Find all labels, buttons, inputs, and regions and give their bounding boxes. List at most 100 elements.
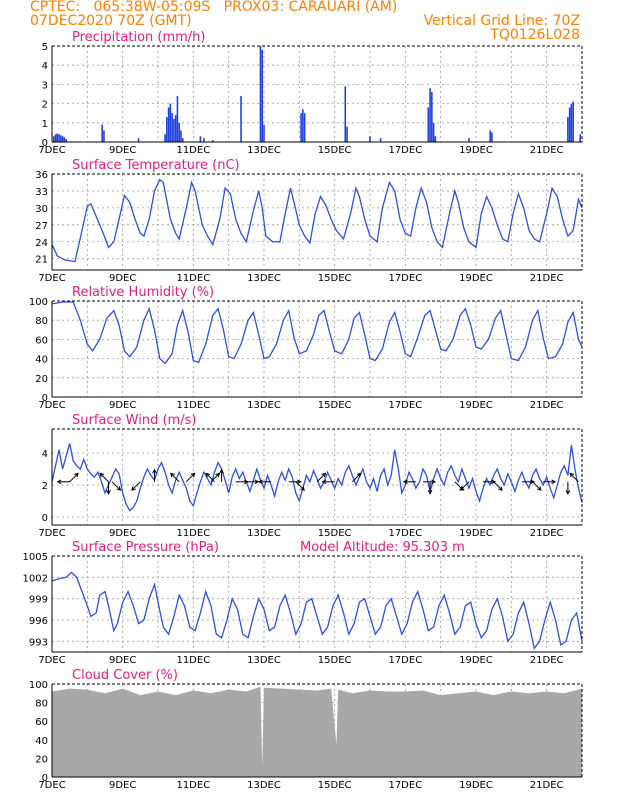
wind-vector-arrow <box>493 481 503 491</box>
precipitation-bar <box>52 136 55 142</box>
precipitation-bar <box>344 86 347 142</box>
cloud-cover-panel: Cloud Cover (%) 0 20 40 60 80 100 7DEC 9DEC 11DEC… <box>29 668 583 791</box>
wind-panel: Surface Wind (m/s) 0 2 4 7DEC 9DEC 11DEC 13DEC 1… <box>38 413 583 539</box>
pressure-y-tick-label: 996 <box>29 616 48 627</box>
wind-x-tick-label: 21DEC <box>530 528 564 539</box>
precipitation-bar <box>178 122 180 142</box>
wind-vector-arrowhead <box>491 479 497 485</box>
precipitation-bar <box>60 135 62 142</box>
header-date-line: 07DEC2020 70Z (GMT) <box>30 13 192 29</box>
wind-x-tick-label: 9DEC <box>109 528 136 539</box>
wind-x-tick-label: 13DEC <box>247 528 281 539</box>
temperature-series-line <box>51 178 583 263</box>
temperature-y-tick-label: 36 <box>35 170 48 181</box>
precipitation-bar <box>434 136 437 142</box>
cloud-cover-x-tick-label: 11DEC <box>176 780 210 791</box>
wind-vector-arrowhead <box>170 472 175 478</box>
pressure-x-tick-label: 19DEC <box>459 655 493 666</box>
precipitation-bar <box>491 132 493 142</box>
wind-vector-arrow <box>532 481 542 491</box>
header-code: TQ0126L028 <box>490 27 580 43</box>
pressure-y-tick-label: 993 <box>29 637 48 648</box>
humidity-title: Relative Humidity (%) <box>72 285 214 300</box>
precipitation-bar <box>137 138 140 142</box>
precipitation-x-tick-label: 15DEC <box>318 145 352 156</box>
precipitation-y-tick-label: 0 <box>42 138 48 149</box>
precipitation-bar <box>263 124 265 142</box>
humidity-x-tick-label: 9DEC <box>109 400 136 411</box>
wind-vector-arrowhead <box>205 472 211 478</box>
wind-vector-arrowhead <box>56 479 62 485</box>
humidity-y-tick-label: 40 <box>35 355 48 366</box>
wind-vector-arrow <box>131 481 141 491</box>
wind-vector-arrowhead <box>300 486 305 491</box>
precipitation-bar <box>240 95 242 142</box>
wind-vector-arrow <box>170 473 180 483</box>
cloud-cover-x-tick-label: 21DEC <box>530 780 564 791</box>
header-grid-line-note: Vertical Grid Line: 70Z <box>423 13 580 29</box>
cloud-cover-y-tick-label: 20 <box>35 754 48 765</box>
precipitation-bar <box>103 130 105 142</box>
precipitation-bar <box>174 115 177 142</box>
cloud-cover-y-tick-label: 60 <box>35 717 48 728</box>
precipitation-bar <box>56 133 59 142</box>
precipitation-bar <box>431 92 433 142</box>
precipitation-y-tick-label: 2 <box>42 100 48 111</box>
wind-y-tick-label: 0 <box>42 513 48 524</box>
wind-vector-arrowhead <box>569 472 575 478</box>
wind-vector-arrowhead <box>106 490 111 495</box>
wind-y-tick-label: 2 <box>42 481 48 492</box>
cloud-cover-y-tick-label: 100 <box>29 680 48 691</box>
wind-vector-arrowhead <box>116 486 122 491</box>
temperature-y-tick-label: 33 <box>35 187 48 198</box>
precipitation-x-tick-label: 19DEC <box>459 145 493 156</box>
humidity-y-tick-label: 0 <box>42 393 48 404</box>
precipitation-bar <box>176 95 179 142</box>
precipitation-bar <box>211 140 214 142</box>
humidity-x-tick-label: 21DEC <box>530 400 564 411</box>
wind-vector-arrowhead <box>152 468 157 474</box>
cloud-cover-title: Cloud Cover (%) <box>72 668 178 683</box>
wind-x-tick-label: 11DEC <box>176 528 210 539</box>
wind-vector-arrowhead <box>74 472 79 478</box>
temperature-y-tick-label: 27 <box>35 221 48 232</box>
wind-title: Surface Wind (m/s) <box>72 413 196 428</box>
precipitation-bar <box>171 113 173 142</box>
precipitation-bar <box>180 130 182 142</box>
pressure-x-tick-label: 11DEC <box>176 655 210 666</box>
humidity-x-tick-label: 13DEC <box>247 400 281 411</box>
precipitation-bar <box>568 107 571 142</box>
wind-x-tick-label: 15DEC <box>318 528 352 539</box>
precipitation-bar <box>167 107 170 142</box>
cloud-cover-x-tick-label: 9DEC <box>109 780 136 791</box>
temperature-x-tick-label: 13DEC <box>247 273 281 284</box>
humidity-y-tick-label: 100 <box>29 297 48 308</box>
cloud-cover-x-tick-label: 7DEC <box>38 780 65 791</box>
temperature-title: Surface Temperature (nC) <box>72 158 240 173</box>
precipitation-bar <box>303 113 306 142</box>
wind-vector-arrow <box>205 473 215 483</box>
precipitation-bar <box>427 107 430 142</box>
precipitation-x-tick-label: 11DEC <box>176 145 210 156</box>
pressure-y-tick-label: 1002 <box>23 573 48 584</box>
wind-vector-arrowhead <box>190 472 196 478</box>
temperature-y-tick-label: 30 <box>35 204 48 215</box>
pressure-y-tick-label: 999 <box>29 595 48 606</box>
pressure-x-tick-label: 21DEC <box>530 655 564 666</box>
pressure-series-line <box>51 571 583 650</box>
precipitation-bar <box>369 136 371 142</box>
wind-x-tick-label: 7DEC <box>38 528 65 539</box>
humidity-x-tick-label: 19DEC <box>459 400 493 411</box>
temperature-x-tick-label: 19DEC <box>459 273 493 284</box>
humidity-series-line <box>51 301 583 365</box>
temperature-x-tick-label: 17DEC <box>388 273 422 284</box>
precipitation-bar <box>61 136 64 142</box>
precipitation-bar <box>432 122 435 142</box>
wind-vector-arrowhead <box>321 472 327 478</box>
precipitation-x-tick-label: 13DEC <box>247 145 281 156</box>
pressure-panel: Surface Pressure (hPa) Model Altitude: 95… <box>23 540 583 666</box>
wind-vector-arrowhead <box>99 472 105 478</box>
precipitation-x-tick-label: 9DEC <box>109 145 136 156</box>
wind-vector-arrowhead <box>530 479 535 485</box>
precipitation-bar <box>166 117 168 142</box>
